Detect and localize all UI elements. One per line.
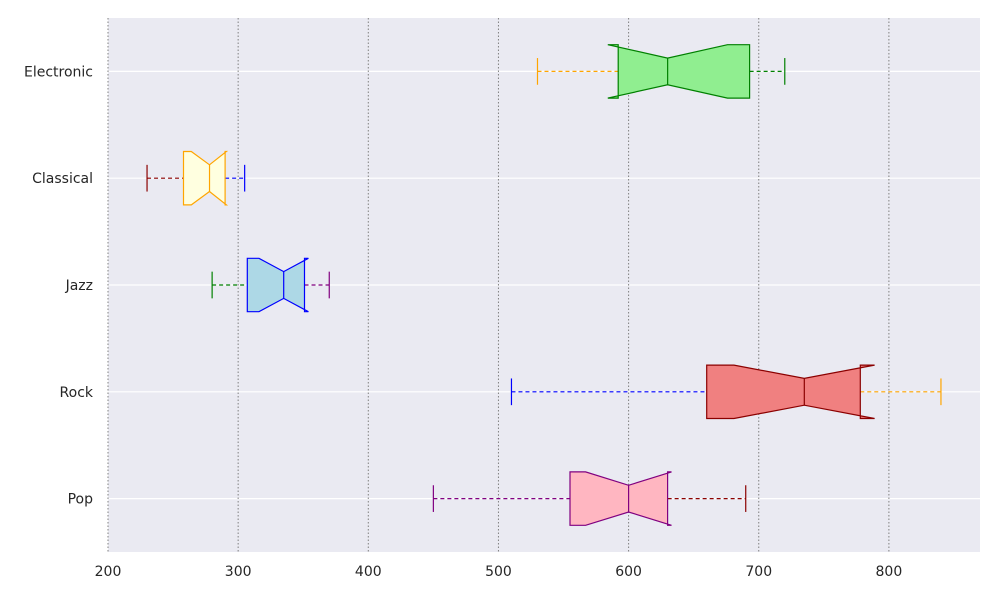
box-classical: [146, 150, 246, 206]
box-electronic: [536, 44, 786, 99]
x-tick-labels: 200 300 400 500 600 700 800: [95, 564, 903, 580]
notched-box: [246, 257, 309, 313]
y-tick-label: Jazz: [65, 278, 93, 294]
y-tick-labels: Pop Rock Jazz Classical Electronic: [24, 64, 94, 507]
y-tick-label: Rock: [60, 385, 94, 401]
y-tick-label: Pop: [68, 492, 94, 508]
box-series: [146, 44, 942, 526]
notched-box: [706, 364, 875, 420]
notched-box: [182, 150, 229, 206]
x-tick-label: 300: [225, 564, 252, 580]
x-tick-label: 800: [876, 564, 903, 580]
y-tick-label: Classical: [32, 171, 93, 187]
y-tick-label: Electronic: [24, 64, 93, 80]
box-jazz: [211, 257, 330, 313]
x-gridlines: [107, 18, 890, 552]
notched-box: [607, 44, 751, 99]
x-tick-label: 500: [485, 564, 512, 580]
box-rock: [510, 364, 942, 420]
box-pop: [432, 471, 747, 526]
notched-box: [569, 471, 672, 526]
x-tick-label: 200: [95, 564, 122, 580]
x-tick-label: 700: [745, 564, 772, 580]
x-tick-label: 400: [355, 564, 382, 580]
x-tick-label: 600: [615, 564, 642, 580]
